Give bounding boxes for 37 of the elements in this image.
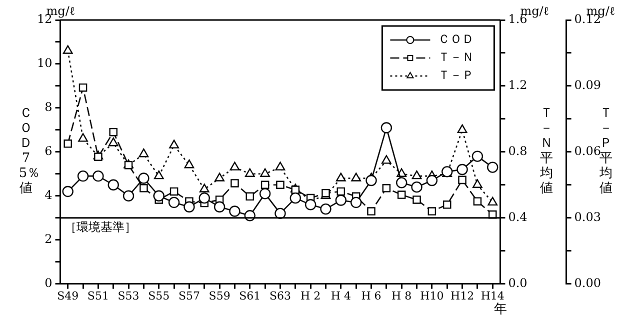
- y2-tick-label: 1.2: [508, 78, 528, 92]
- x-tick-label: H 8: [392, 289, 412, 302]
- x-tick-label: H 2: [300, 289, 321, 302]
- x-tick-label: S57: [178, 289, 200, 302]
- legend-label: ＣＯＤ: [438, 32, 474, 46]
- x-tick-label: S53: [118, 289, 140, 302]
- x-tick-label: H 6: [361, 289, 382, 302]
- y2-tick-label: 0.8: [508, 144, 528, 158]
- y-tick-label: 0: [44, 276, 52, 290]
- x-tick-label: H10: [420, 289, 444, 302]
- x-tick-label: H12: [450, 289, 474, 302]
- x-tick-label: S49: [57, 289, 79, 302]
- y-tick-label: 4: [44, 188, 53, 202]
- y3-tick-label: 0.09: [574, 78, 601, 92]
- y-tick-label: 8: [44, 100, 52, 114]
- x-axis-title: 年: [494, 300, 508, 318]
- y3-tick-label: 0.03: [574, 210, 601, 224]
- legend-label: Ｔ－Ｎ: [438, 50, 474, 64]
- y-tick-label: 2: [44, 232, 52, 246]
- y-axis-title: ＣＯＤ75％値: [18, 106, 40, 197]
- y2-tick-label: 0.4: [508, 210, 528, 224]
- x-tick-label: S61: [239, 289, 261, 302]
- y-tick-label: 6: [44, 144, 52, 158]
- legend-label: Ｔ－Ｐ: [438, 68, 474, 82]
- y2-axis-title: Ｔ－Ｎ平均値: [539, 106, 554, 197]
- y3-axis-title: Ｔ－Ｐ平均値: [599, 106, 614, 197]
- x-tick-label: S55: [148, 289, 170, 302]
- y3-tick-label: 0.06: [574, 144, 601, 158]
- x-tick-label: S51: [87, 289, 109, 302]
- x-tick-label: H14: [480, 289, 504, 302]
- ref-line-label: ［環境基準］: [64, 220, 136, 234]
- y-tick-label: 10: [36, 56, 52, 70]
- x-tick-label: S63: [269, 289, 292, 302]
- x-tick-label: H 4: [330, 289, 351, 302]
- y3-tick-label: 0.00: [574, 276, 601, 290]
- y2-tick-label: 0.0: [508, 276, 528, 290]
- x-tick-label: S59: [208, 289, 230, 302]
